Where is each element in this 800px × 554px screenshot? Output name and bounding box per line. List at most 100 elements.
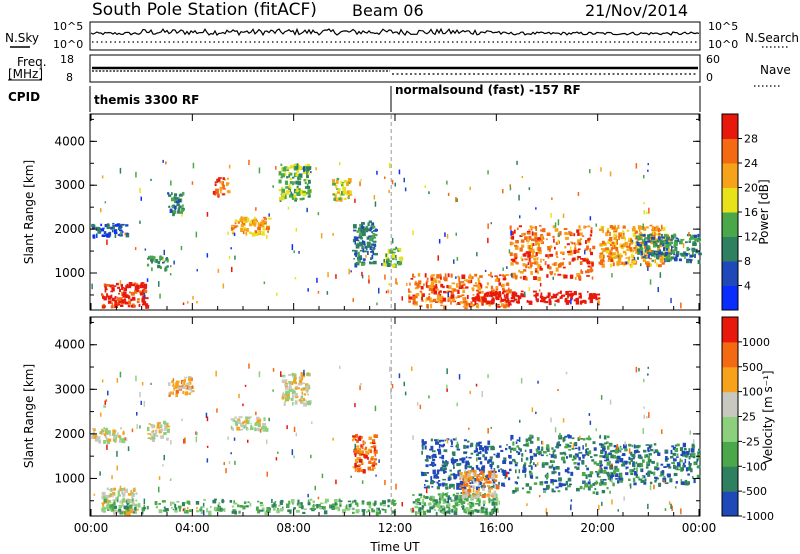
echo-cell xyxy=(243,501,247,504)
echo-cell xyxy=(442,443,445,447)
echo-cell xyxy=(467,502,471,506)
echo-cell xyxy=(182,390,185,395)
echo-cell xyxy=(364,446,368,450)
echo-cell-sparse xyxy=(170,265,172,268)
echo-cell xyxy=(365,245,368,251)
echo-cell xyxy=(109,494,112,497)
echo-cell xyxy=(363,250,368,253)
echo-cell xyxy=(688,455,691,460)
echo-cell xyxy=(374,500,377,505)
echo-cell xyxy=(290,381,294,386)
echo-cell xyxy=(555,267,559,272)
echo-cell xyxy=(370,251,374,253)
echo-cell xyxy=(190,389,193,393)
echo-cell xyxy=(601,490,606,494)
echo-cell xyxy=(514,462,519,464)
echo-cell xyxy=(496,452,500,458)
echo-cell-sparse xyxy=(365,254,367,258)
echo-cell xyxy=(651,226,654,230)
echo-cell xyxy=(128,295,130,300)
echo-cell xyxy=(615,240,618,244)
echo-cell xyxy=(430,277,434,281)
echo-cell xyxy=(126,232,129,235)
echo-cell-sparse xyxy=(119,371,122,378)
echo-cell-sparse xyxy=(535,411,537,414)
echo-cell xyxy=(584,300,587,304)
echo-cell xyxy=(391,264,396,268)
echo-cell xyxy=(107,438,112,442)
echo-cell xyxy=(612,482,615,487)
echo-cell xyxy=(356,457,360,461)
echo-cell xyxy=(613,237,617,241)
echo-cell xyxy=(552,450,555,455)
echo-cell-sparse xyxy=(310,171,312,174)
time-axis-label: Time UT xyxy=(369,540,420,554)
echo-cell-sparse xyxy=(116,296,119,302)
echo-cell xyxy=(537,237,541,241)
echo-cell xyxy=(170,391,172,395)
echo-cell xyxy=(477,497,480,502)
echo-cell xyxy=(644,237,649,240)
echo-cell xyxy=(697,453,701,457)
echo-cell xyxy=(650,252,655,257)
echo-cell xyxy=(619,476,623,480)
echo-cell xyxy=(369,237,373,242)
echo-cell xyxy=(671,246,674,248)
echo-cell-sparse xyxy=(96,233,98,238)
echo-cell xyxy=(292,176,295,179)
echo-cell xyxy=(91,226,96,229)
echo-cell xyxy=(303,393,306,396)
echo-cell xyxy=(466,445,469,449)
echo-cell xyxy=(117,490,120,495)
echo-cell-sparse xyxy=(275,457,278,461)
echo-cell xyxy=(106,499,108,503)
echo-cell xyxy=(290,397,294,401)
echo-cell xyxy=(578,446,581,451)
echo-cell xyxy=(180,209,184,212)
echo-cell xyxy=(306,384,309,389)
echo-cell xyxy=(447,296,451,301)
echo-cell xyxy=(456,482,461,488)
echo-cell xyxy=(517,451,521,455)
echo-cell-sparse xyxy=(521,175,524,179)
cpid-segment-normalsound: normalsound (fast) -157 RF xyxy=(395,83,581,97)
echo-cell xyxy=(542,228,546,233)
echo-cell xyxy=(110,226,114,230)
echo-cell xyxy=(480,509,485,514)
echo-cell xyxy=(657,236,661,240)
colorbar-tick-label: 8 xyxy=(744,255,751,268)
echo-cell xyxy=(622,225,626,229)
echo-cell xyxy=(592,245,596,250)
echo-cell xyxy=(697,233,700,238)
echo-cell xyxy=(442,297,447,302)
echo-cell xyxy=(532,290,537,293)
echo-cell xyxy=(307,372,310,376)
echo-cell-sparse xyxy=(101,175,104,179)
echo-cell xyxy=(505,283,510,286)
echo-cell xyxy=(527,262,530,266)
echo-cell xyxy=(105,427,109,432)
echo-cell xyxy=(476,284,480,288)
echo-cell-sparse xyxy=(657,287,659,293)
echo-cell xyxy=(555,241,559,245)
echo-cell-sparse xyxy=(428,191,430,195)
echo-cell xyxy=(365,450,369,455)
echo-cell xyxy=(483,482,485,487)
echo-cell xyxy=(473,485,476,489)
echo-cell xyxy=(104,497,108,500)
echo-cell-sparse xyxy=(266,439,268,444)
echo-cell xyxy=(472,502,475,507)
echo-cell-sparse xyxy=(195,231,198,238)
echo-cell xyxy=(643,449,647,453)
echo-cell-sparse xyxy=(423,283,425,286)
colorbar-tick-label: 28 xyxy=(744,133,758,146)
echo-cell xyxy=(301,505,304,510)
colorbar-swatch xyxy=(722,187,738,213)
echo-cell xyxy=(408,296,413,300)
echo-cell xyxy=(599,434,602,439)
echo-cell xyxy=(459,484,463,487)
echo-cell xyxy=(464,483,468,486)
echo-cell xyxy=(590,229,593,234)
echo-cell-sparse xyxy=(476,252,478,257)
